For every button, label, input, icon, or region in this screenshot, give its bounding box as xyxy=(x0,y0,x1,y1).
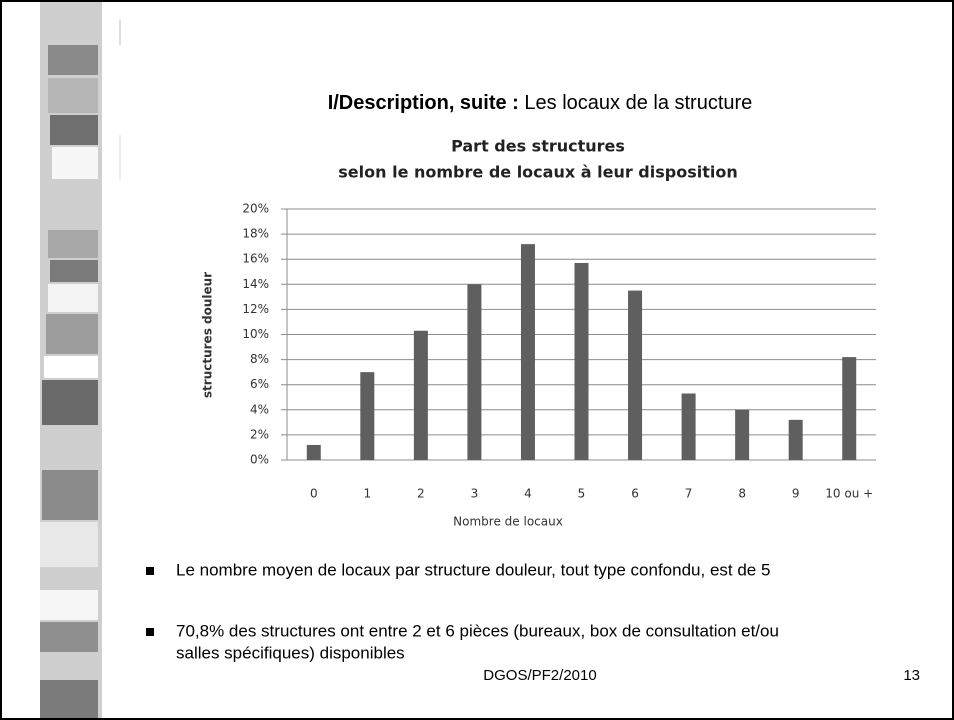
y-tick-label: 0% xyxy=(250,453,269,467)
bar xyxy=(306,444,321,460)
bar xyxy=(842,357,857,460)
title-bold: I/Description, suite : xyxy=(328,92,519,114)
y-tick-label: 4% xyxy=(250,402,269,416)
y-tick-label: 12% xyxy=(242,302,269,316)
bullet-marker xyxy=(146,628,154,636)
bar xyxy=(413,330,428,460)
y-tick-label: 18% xyxy=(242,227,269,241)
x-tick-label: 10 ou + xyxy=(825,487,873,501)
x-tick-label: 6 xyxy=(631,487,639,501)
bullet-text: salles spécifiques) disponibles xyxy=(176,643,405,662)
bar xyxy=(628,290,643,460)
slide-title: I/Description, suite : Les locaux de la … xyxy=(328,92,753,114)
x-tick-label: 9 xyxy=(792,487,800,501)
y-tick-label: 2% xyxy=(250,427,269,441)
x-tick-label: 7 xyxy=(685,487,693,501)
bullet-marker xyxy=(146,567,154,575)
x-tick-label: 4 xyxy=(524,487,532,501)
title-rest: Les locaux de la structure xyxy=(524,92,752,114)
bar xyxy=(574,262,589,460)
x-tick-label: 5 xyxy=(578,487,586,501)
bar xyxy=(735,409,750,460)
bar xyxy=(681,393,696,460)
bullet-text: Le nombre moyen de locaux par structure … xyxy=(176,560,770,579)
chart: Part des structures selon le nombre de lo… xyxy=(201,137,876,529)
y-tick-label: 20% xyxy=(242,202,269,216)
bar xyxy=(360,372,375,460)
y-tick-label: 14% xyxy=(242,277,269,291)
chart-title: selon le nombre de locaux à leur disposi… xyxy=(338,163,737,182)
bar xyxy=(467,284,482,460)
x-tick-label: 8 xyxy=(738,487,746,501)
y-tick-label: 10% xyxy=(242,327,269,341)
chart-title: Part des structures xyxy=(451,137,625,156)
y-axis-label: structures douleur xyxy=(201,272,215,398)
footer-source: DGOS/PF2/2010 xyxy=(483,667,596,684)
bar xyxy=(788,419,803,460)
side-decoration xyxy=(40,2,121,718)
bar xyxy=(520,244,535,460)
y-tick-label: 8% xyxy=(250,352,269,366)
y-tick-label: 6% xyxy=(250,377,269,391)
y-tick-label: 16% xyxy=(242,252,269,266)
x-axis-label: Nombre de locaux xyxy=(453,515,563,529)
x-tick-label: 1 xyxy=(363,487,371,501)
page-number: 13 xyxy=(903,667,920,684)
x-tick-label: 2 xyxy=(417,487,425,501)
x-tick-label: 3 xyxy=(471,487,479,501)
bullet-text: 70,8% des structures ont entre 2 et 6 pi… xyxy=(176,621,779,640)
x-tick-label: 0 xyxy=(310,487,318,501)
